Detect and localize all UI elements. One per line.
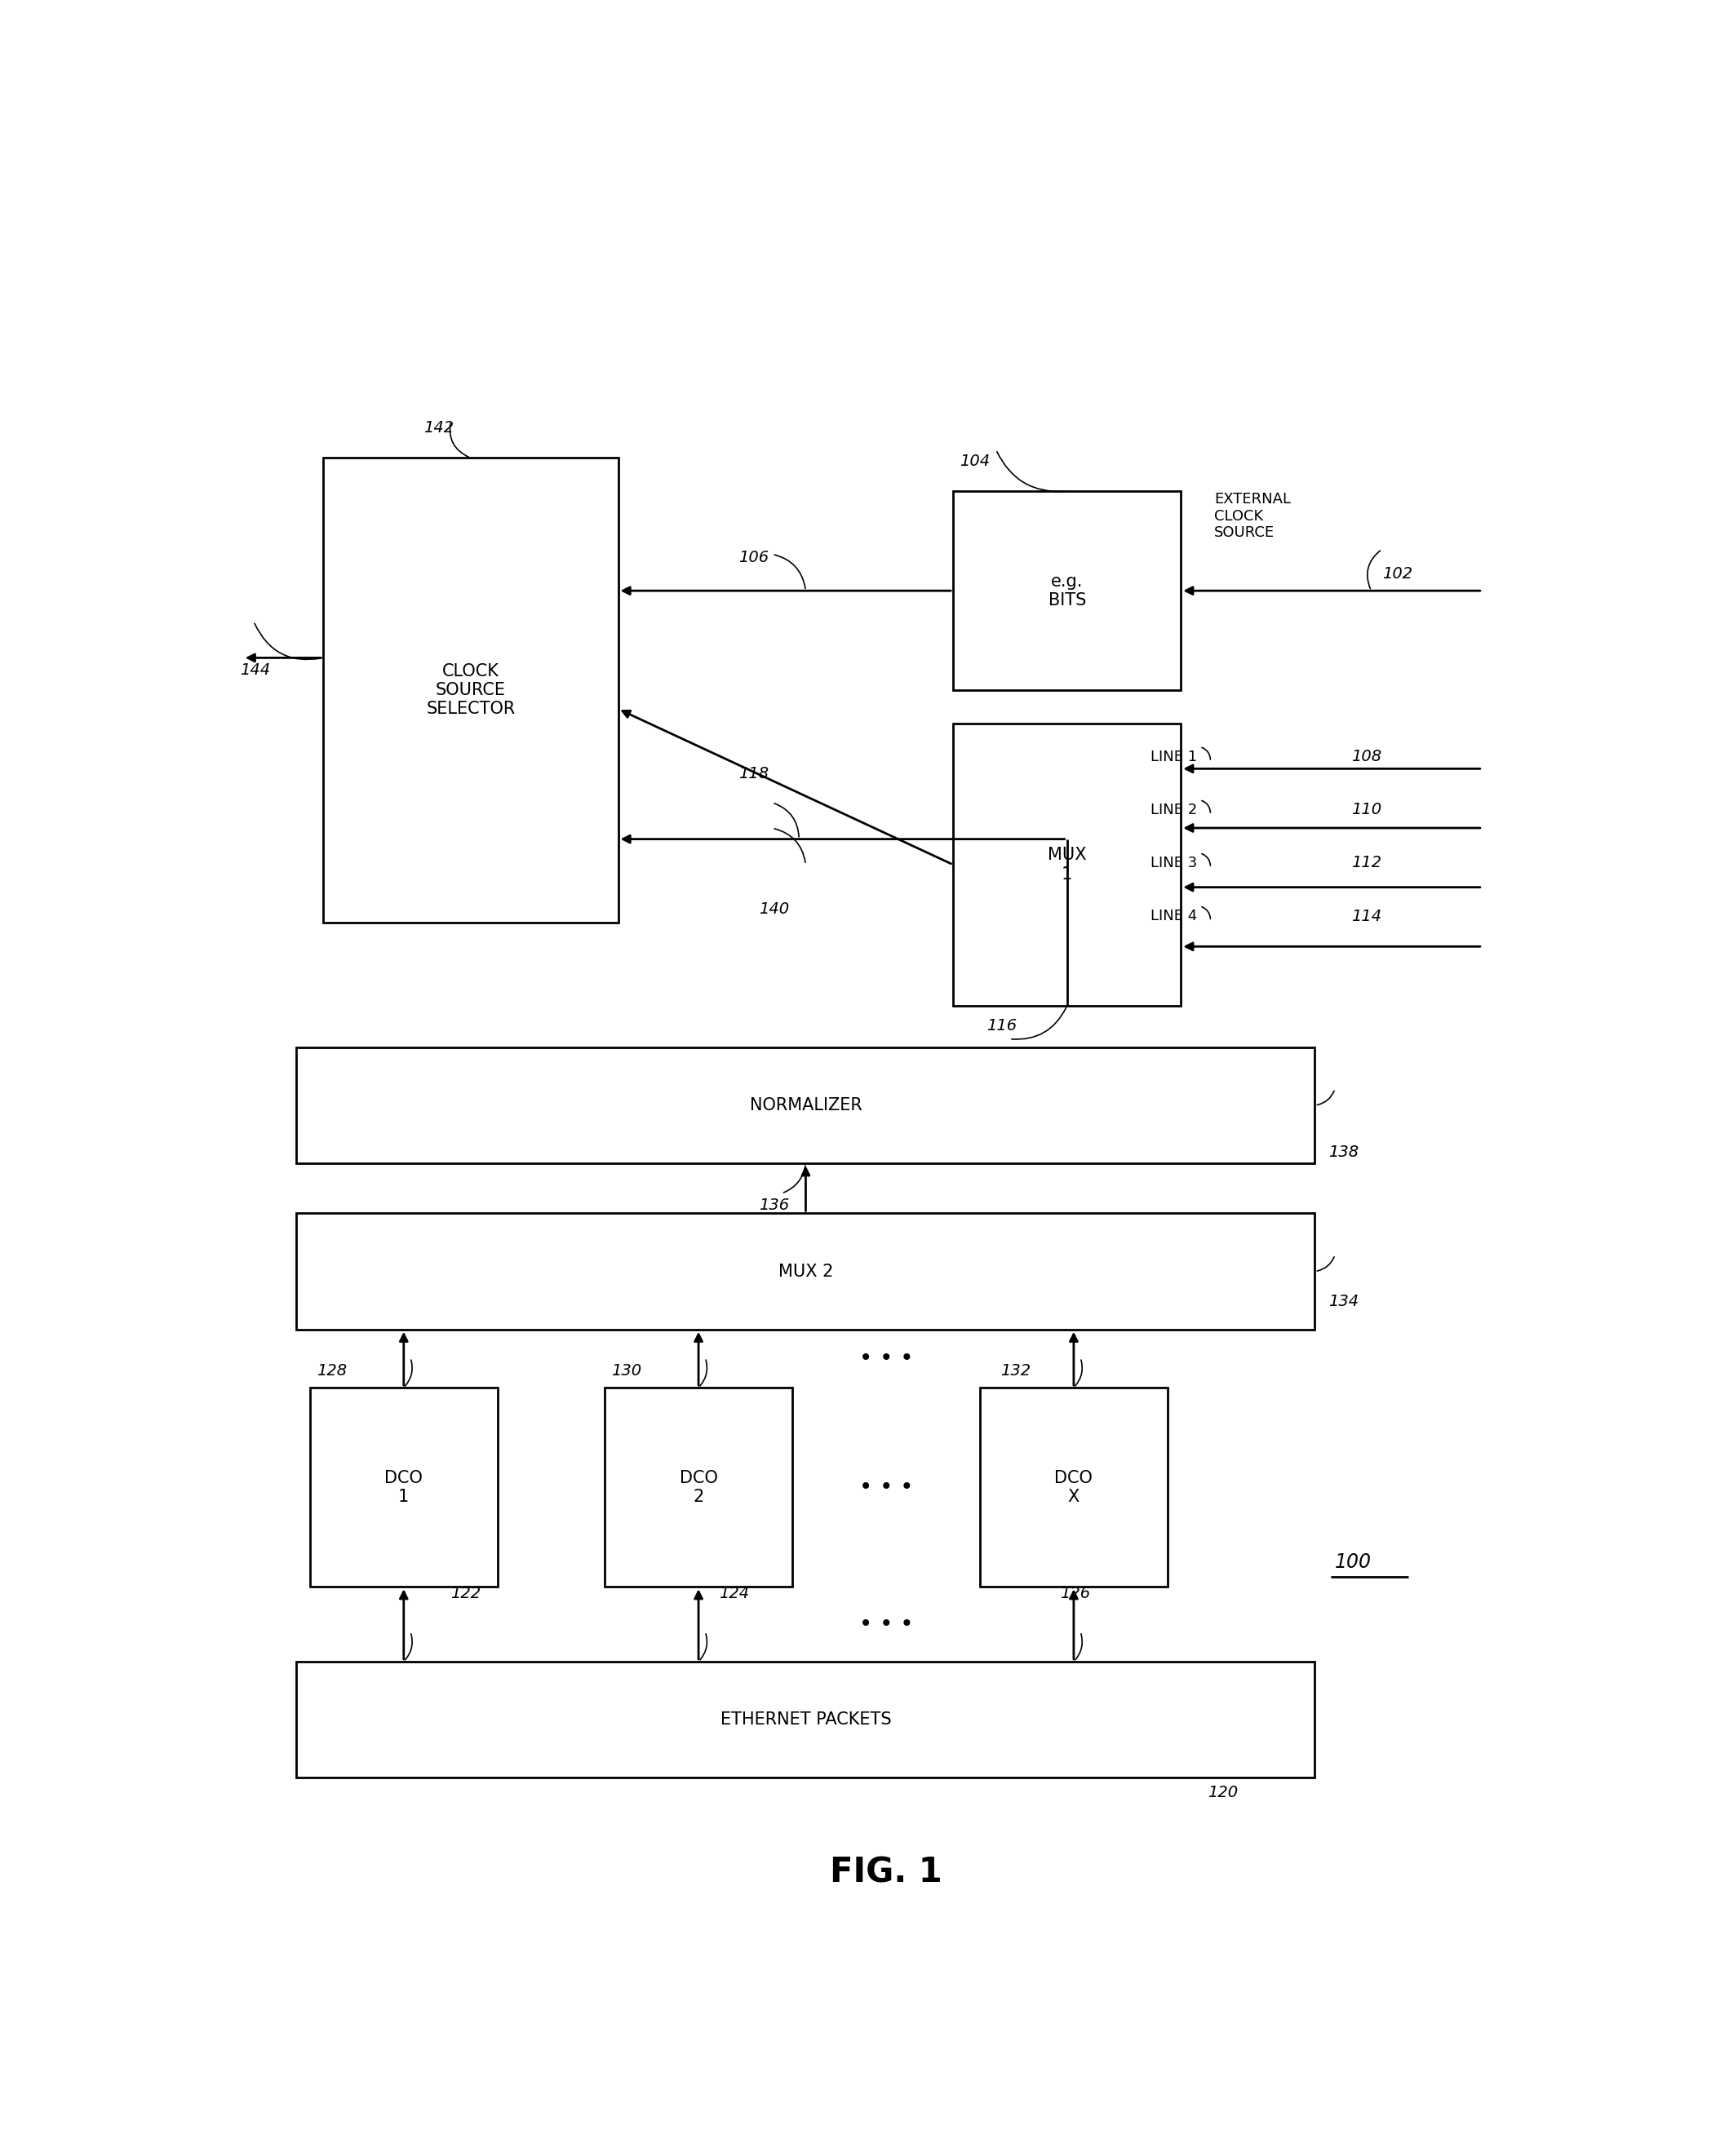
Text: EXTERNAL
CLOCK
SOURCE: EXTERNAL CLOCK SOURCE: [1214, 492, 1292, 541]
Text: 102: 102: [1381, 567, 1413, 582]
Bar: [297, 1662, 1316, 1779]
Text: LINE 2: LINE 2: [1150, 802, 1196, 817]
Bar: [605, 1388, 792, 1587]
Bar: [297, 1048, 1316, 1164]
Text: • • •: • • •: [859, 1477, 913, 1498]
Text: LINE 3: LINE 3: [1150, 856, 1196, 871]
Text: 100: 100: [1335, 1552, 1371, 1572]
Text: 132: 132: [999, 1363, 1030, 1378]
Text: e.g.
BITS: e.g. BITS: [1048, 573, 1086, 608]
Text: 128: 128: [316, 1363, 348, 1378]
Text: • • •: • • •: [859, 1613, 913, 1636]
Text: DCO
1: DCO 1: [384, 1470, 424, 1505]
Text: 104: 104: [960, 453, 991, 470]
Text: FIG. 1: FIG. 1: [830, 1854, 942, 1889]
Text: 120: 120: [1209, 1785, 1238, 1800]
Text: ETHERNET PACKETS: ETHERNET PACKETS: [721, 1712, 890, 1727]
Text: 118: 118: [738, 765, 769, 780]
Text: 126: 126: [1060, 1585, 1091, 1602]
Text: 136: 136: [759, 1197, 788, 1212]
Bar: [980, 1388, 1167, 1587]
Text: 110: 110: [1350, 802, 1381, 817]
Text: 114: 114: [1350, 908, 1381, 925]
Text: 134: 134: [1328, 1294, 1359, 1309]
Text: 106: 106: [738, 550, 769, 565]
Text: DCO
2: DCO 2: [679, 1470, 718, 1505]
Text: 116: 116: [987, 1018, 1017, 1033]
Bar: [953, 492, 1181, 690]
Bar: [323, 457, 619, 923]
Text: MUX
1: MUX 1: [1048, 847, 1086, 882]
Text: 112: 112: [1350, 856, 1381, 871]
Text: 124: 124: [719, 1585, 749, 1602]
Text: 138: 138: [1328, 1145, 1359, 1160]
Text: CLOCK
SOURCE
SELECTOR: CLOCK SOURCE SELECTOR: [425, 664, 515, 718]
Bar: [297, 1214, 1316, 1330]
Text: MUX 2: MUX 2: [778, 1263, 833, 1279]
Bar: [309, 1388, 498, 1587]
Text: 108: 108: [1350, 748, 1381, 765]
Bar: [953, 724, 1181, 1005]
Text: 122: 122: [451, 1585, 481, 1602]
Text: 140: 140: [759, 901, 788, 916]
Text: NORMALIZER: NORMALIZER: [749, 1097, 863, 1112]
Text: LINE 4: LINE 4: [1150, 910, 1196, 923]
Text: 144: 144: [240, 662, 270, 679]
Text: 142: 142: [424, 420, 455, 436]
Text: LINE 1: LINE 1: [1150, 750, 1196, 763]
Text: 130: 130: [612, 1363, 641, 1378]
Text: • • •: • • •: [859, 1348, 913, 1369]
Text: DCO
X: DCO X: [1055, 1470, 1093, 1505]
